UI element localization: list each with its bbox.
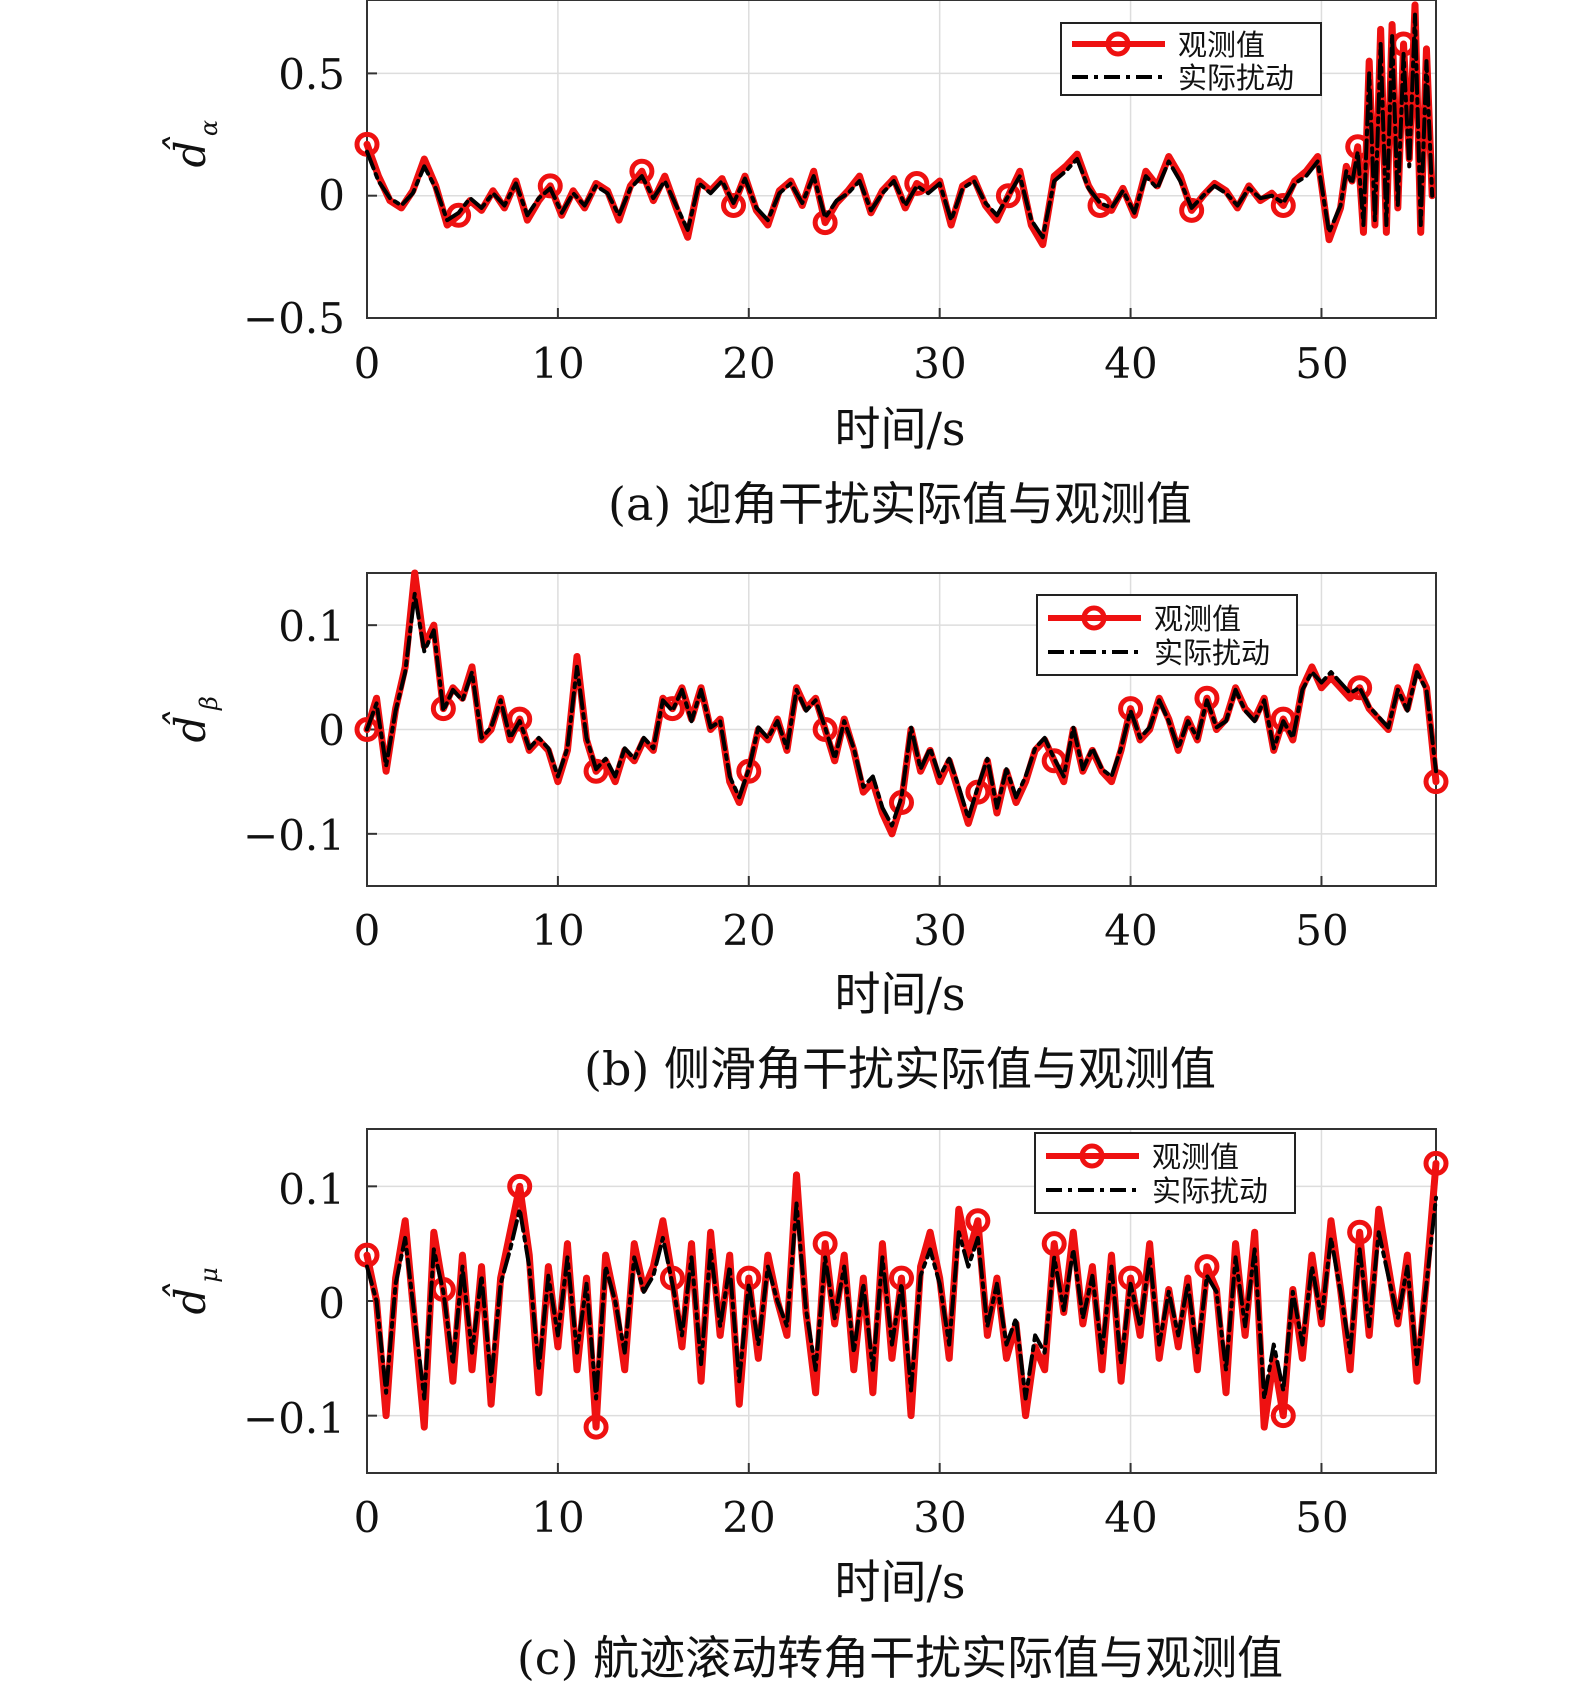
panel-b-observed-marker — [1041, 748, 1067, 774]
panel-a-observed-marker — [537, 173, 563, 199]
panel-a-caption: (a) 迎角干扰实际值与观测值 — [608, 477, 1192, 531]
panel-a-xtick-40: 40 — [1104, 339, 1157, 388]
panel-c: 0 10 20 30 40 50 0.1 0 −0.1 时间/s d̂ μ (c… — [161, 1128, 1449, 1685]
panel-c-xtick-50: 50 — [1295, 1493, 1348, 1542]
panel-b-observed-marker — [1270, 706, 1296, 732]
panel-a-ylabel-main: d̂ — [161, 137, 215, 168]
panel-c-series-actual — [365, 1195, 1438, 1401]
panel-a-observed-marker — [1179, 197, 1205, 223]
panel-a-observed-marker — [721, 192, 747, 218]
panel-a-xtick-0: 0 — [354, 339, 381, 388]
panel-c-ytick-neg: −0.1 — [243, 1394, 345, 1443]
panel-b-xtick-20: 20 — [722, 906, 775, 955]
panel-c-observed-marker — [1423, 1150, 1449, 1176]
panel-b-xtick-30: 30 — [913, 906, 966, 955]
panel-c-legend-actual-label: 实际扰动 — [1152, 1174, 1268, 1208]
panel-b-data — [354, 569, 1449, 838]
panel-a-observed-marker — [629, 158, 655, 184]
panel-a-legend-actual-label: 实际扰动 — [1178, 61, 1294, 95]
panel-a-ytick-neg: −0.5 — [243, 294, 345, 343]
panel-b-observed-marker — [1194, 685, 1220, 711]
panel-a-observed-marker — [446, 202, 472, 228]
panel-b-xtick-50: 50 — [1295, 906, 1348, 955]
panel-b-ylabel: d̂ β — [161, 696, 223, 742]
panel-b-xlabel: 时间/s — [834, 967, 965, 1021]
panel-c-observed-marker — [1270, 1403, 1296, 1429]
panel-c-observed-marker — [812, 1231, 838, 1257]
panel-c-legend-box — [1034, 1132, 1296, 1214]
panel-b-xtick-10: 10 — [531, 906, 584, 955]
panel-c-data — [354, 1150, 1449, 1440]
panel-b-grid — [366, 573, 1436, 886]
panel-a-xlabel: 时间/s — [834, 402, 965, 456]
panel-c-observed-marker — [583, 1414, 609, 1440]
panel-c-ylabel-sub: μ — [195, 1267, 223, 1283]
panel-b-observed-marker — [354, 717, 380, 742]
panel-c-observed-marker — [507, 1173, 533, 1199]
panel-c-xtick-30: 30 — [913, 1493, 966, 1542]
panel-b-series-actual — [365, 591, 1438, 828]
panel-c-xtick-40: 40 — [1104, 1493, 1157, 1542]
panel-c-ytick-zero: 0 — [318, 1279, 345, 1328]
panel-b-legend-obs-marker — [1081, 605, 1107, 631]
panel-b-ylabel-main: d̂ — [161, 712, 215, 743]
panel-b-xtick-0: 0 — [354, 906, 381, 955]
panel-c-xtick-0: 0 — [354, 1493, 381, 1542]
panel-c-ylabel: d̂ μ — [161, 1267, 223, 1314]
panel-a-observed-marker — [1270, 192, 1296, 218]
panel-a-legend-obs-label: 观测值 — [1178, 28, 1265, 62]
panel-b-ytick-neg: −0.1 — [243, 811, 345, 860]
panel-b-observed-marker — [1347, 675, 1373, 701]
panel-c-xlabel: 时间/s — [834, 1555, 965, 1609]
panel-a-legend-obs-marker — [1105, 31, 1131, 57]
panel-b-legend-actual-label: 实际扰动 — [1154, 636, 1270, 670]
panel-c-legend-obs-marker — [1079, 1143, 1105, 1169]
panel-c-ylabel-main: d̂ — [161, 1284, 215, 1315]
panel-a-data — [354, 1, 1436, 249]
panel-c-xtick-20: 20 — [722, 1493, 775, 1542]
panel-b-observed-marker — [812, 717, 838, 742]
panel-a-observed-marker — [904, 170, 930, 196]
panel-a-legend: 观测值 实际扰动 — [1060, 22, 1322, 96]
panel-a-xtick-10: 10 — [531, 339, 584, 388]
panel-a-xtick-20: 20 — [722, 339, 775, 388]
panel-a-ticks — [366, 72, 1323, 319]
panel-b-observed-marker — [507, 706, 533, 732]
panel-b-ytick-zero: 0 — [318, 706, 345, 755]
panel-a-ytick-pos: 0.5 — [278, 50, 345, 99]
panel-c-legend: 观测值 实际扰动 — [1034, 1132, 1296, 1214]
panel-c-xtick-10: 10 — [531, 1493, 584, 1542]
panel-a-observed-marker — [1087, 192, 1113, 218]
panel-a-series-actual — [365, 12, 1435, 240]
panel-b-caption: (b) 侧滑角干扰实际值与观测值 — [584, 1042, 1216, 1096]
panel-a-ylabel: d̂ α — [161, 120, 223, 168]
panel-b-ytick-pos: 0.1 — [278, 602, 345, 651]
panel-a-ylabel-sub: α — [195, 120, 223, 136]
panel-b-ylabel-sub: β — [195, 696, 223, 711]
panel-b-xtick-40: 40 — [1104, 906, 1157, 955]
panel-b-legend-box — [1036, 594, 1298, 676]
panel-a: 0 10 20 30 40 50 0.5 0 −0.5 时间/s d̂ α (a… — [161, 0, 1437, 531]
panel-b: 0 10 20 30 40 50 0.1 0 −0.1 时间/s d̂ β (b… — [161, 569, 1449, 1096]
panel-b-legend: 观测值 实际扰动 — [1036, 594, 1298, 676]
panel-c-observed-marker — [965, 1208, 991, 1234]
panel-a-legend-box — [1060, 22, 1322, 96]
panel-a-observed-marker — [995, 183, 1021, 209]
panel-a-plot-frame — [366, 0, 1437, 319]
panel-a-xtick-50: 50 — [1295, 339, 1348, 388]
panel-b-ticks — [366, 624, 1323, 886]
panel-c-ticks — [366, 1185, 1323, 1473]
panel-a-xtick-30: 30 — [913, 339, 966, 388]
panel-c-caption: (c) 航迹滚动转角干扰实际值与观测值 — [517, 1631, 1283, 1685]
panel-c-observed-marker — [1347, 1219, 1373, 1245]
panel-c-legend-obs-label: 观测值 — [1152, 1140, 1239, 1174]
panel-b-legend-obs-label: 观测值 — [1154, 602, 1241, 636]
panel-c-ytick-pos: 0.1 — [278, 1165, 345, 1214]
panel-c-observed-marker — [1041, 1231, 1067, 1257]
panel-a-ytick-zero: 0 — [318, 171, 345, 220]
panel-b-observed-marker — [583, 758, 609, 784]
